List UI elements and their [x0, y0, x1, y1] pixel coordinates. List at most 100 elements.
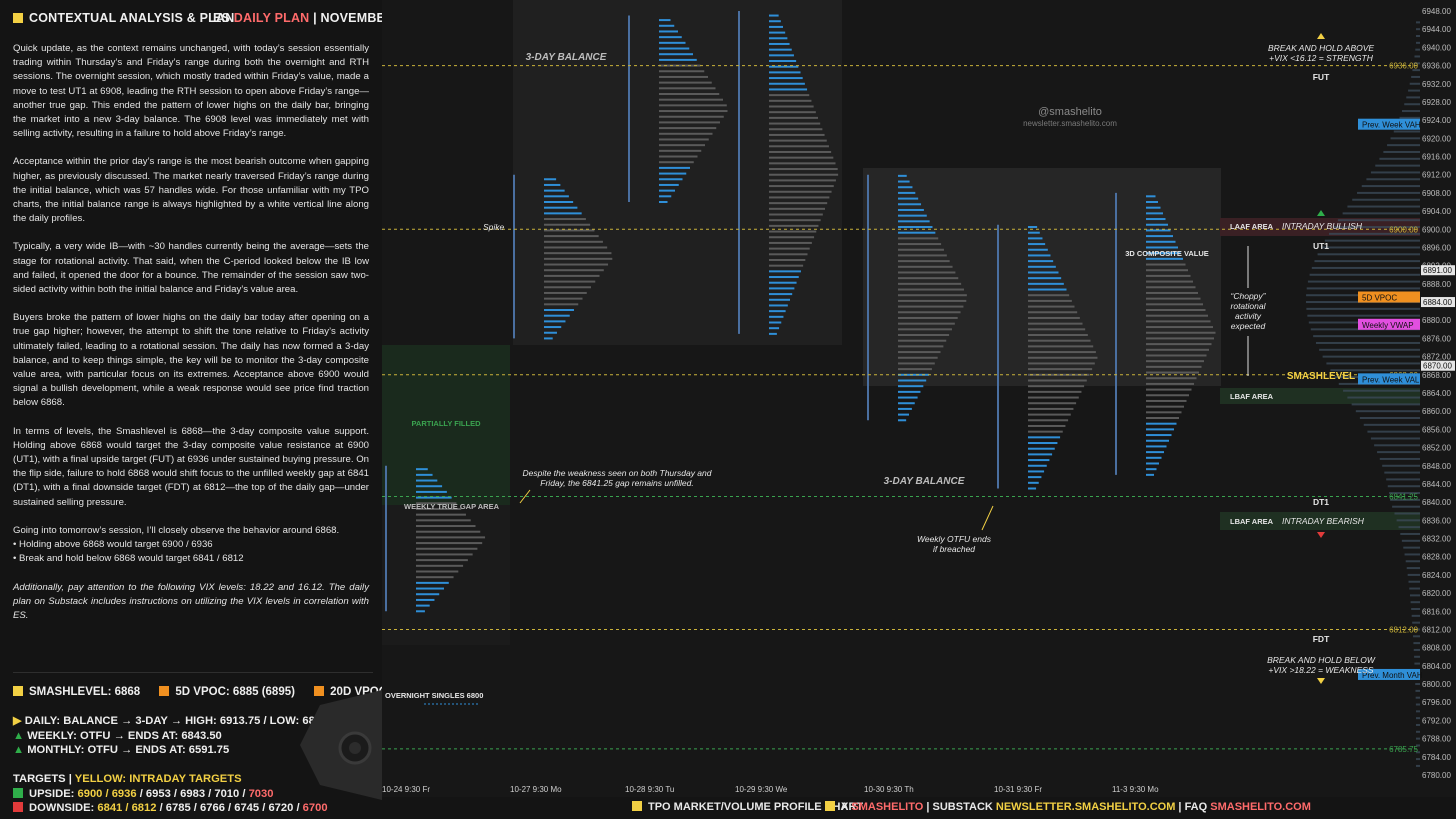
tpo-profile-bar: [659, 98, 723, 101]
volume-bar: [1355, 410, 1420, 413]
price-tick-label: 6924.00: [1422, 116, 1451, 125]
tpo-profile-bar: [1146, 399, 1187, 402]
volume-bar: [1317, 253, 1420, 256]
volume-bar: [1392, 505, 1420, 508]
x-tick-label: 10-24 9:30 Fr: [382, 785, 430, 794]
tpo-profile-bar: [659, 30, 678, 33]
tpo-profile-bar: [1028, 294, 1070, 297]
tpo-profile-bar: [659, 138, 709, 141]
volume-bar: [1415, 703, 1420, 706]
price-tag-bg: [1358, 668, 1420, 680]
tpo-profile-bar: [769, 128, 823, 131]
smashlevel-label: SMASHLEVEL: [1287, 371, 1355, 382]
tpo-profile-bar: [544, 195, 569, 198]
tpo-profile-bar: [544, 320, 566, 323]
gap-note-arrow: [519, 489, 531, 504]
spike-label: Spike: [483, 222, 505, 232]
volume-bar: [1411, 75, 1420, 78]
upside-square-icon: [13, 787, 23, 798]
tpo-profile-bar: [416, 513, 466, 516]
tpo-profile-bar: [1146, 240, 1176, 243]
volume-bar: [1399, 116, 1420, 119]
tpo-profile-bar: [659, 161, 694, 164]
tpo-profile-bar: [544, 291, 587, 294]
tpo-profile-bar: [769, 168, 838, 171]
volume-bar: [1375, 164, 1420, 167]
substack-link[interactable]: NEWSLETTER.SMASHELITO.COM: [995, 801, 1176, 813]
tpo-profile-bar: [1146, 286, 1196, 289]
tpo-profile-bar: [898, 407, 912, 410]
level-value-label: 6936.00: [1389, 62, 1418, 71]
volume-bar: [1416, 758, 1420, 761]
tpo-profile-bar: [769, 145, 829, 148]
price-tick-label: 6944.00: [1422, 25, 1451, 34]
tpo-profile-bar: [544, 269, 604, 272]
tpo-profile-bar: [898, 248, 944, 251]
x-handle-link[interactable]: SMASHELITO: [851, 801, 924, 813]
tpo-profile-bar: [898, 299, 967, 302]
tpo-profile-bar: [544, 257, 613, 260]
tpo-profile-bar: [1146, 280, 1193, 283]
tpo-profile-bar: [1028, 277, 1062, 280]
vpoc5d-square-icon: [159, 686, 170, 696]
tpo-profile-bar: [659, 172, 687, 175]
volume-bar: [1333, 226, 1420, 229]
tpo-profile-bar: [769, 310, 786, 313]
tpo-profile-bar: [1028, 430, 1063, 433]
tpo-profile-bar: [769, 327, 780, 330]
footer-sep: |: [926, 801, 930, 813]
composite-label: 3D COMPOSITE VALUE: [1125, 249, 1209, 258]
tpo-profile-bar: [898, 362, 935, 365]
price-tick-label: 6828.00: [1422, 553, 1451, 562]
gap-note-line: Friday, the 6841.25 gap remains unfilled…: [540, 478, 693, 488]
tpo-profile-bar: [1146, 365, 1202, 368]
x-tick-label: 10-30 9:30 Th: [864, 785, 914, 794]
tpo-profile-bar: [1146, 462, 1159, 465]
tpo-profile-bar: [1146, 326, 1213, 329]
tpo-profile-bar: [769, 94, 810, 97]
volume-bar: [1405, 560, 1420, 563]
tpo-profile-bar: [659, 189, 675, 192]
tpo-profile-bar: [769, 71, 801, 74]
tpo-profile-bar: [1146, 201, 1158, 203]
volume-bar: [1322, 355, 1420, 358]
tpo-profile-bar: [1028, 243, 1046, 246]
price-marker: 6870.00: [1423, 362, 1452, 371]
market-structure: ▶ DAILY: BALANCE → 3-DAY → HIGH: 6913.75…: [13, 714, 343, 758]
tpo-profile-bar: [544, 223, 591, 226]
ut1-label: UT1: [1313, 241, 1329, 251]
tpo-profile-bar: [769, 213, 823, 216]
tpo-profile-bar: [1028, 447, 1055, 450]
tpo-profile-bar: [1146, 428, 1174, 431]
tpo-profile-bar: [769, 42, 790, 45]
upside-label: UPSIDE:: [29, 787, 75, 800]
tpo-profile-bar: [769, 179, 836, 182]
volume-bar: [1401, 539, 1420, 542]
tpo-profile-bar: [898, 243, 942, 246]
upside-intraday: 6900 / 6936: [77, 787, 137, 800]
tpo-profile-bar: [898, 334, 950, 337]
tpo-profile-bar: [898, 311, 961, 314]
faq-link[interactable]: SMASHELITO.COM: [1210, 801, 1311, 813]
tpo-profile-bar: [544, 206, 578, 209]
tpo-profile-bar: [659, 127, 717, 130]
price-marker-bg: [1421, 297, 1455, 308]
tpo-profile-bar: [1028, 265, 1056, 268]
price-tick-label: 6804.00: [1422, 662, 1451, 671]
tpo-profile-bar: [1146, 411, 1182, 414]
gap-note-line: Despite the weakness seen on both Thursd…: [522, 468, 711, 478]
downside-label: DOWNSIDE:: [29, 802, 95, 814]
volume-bar: [1311, 266, 1420, 269]
price-tick-label: 6868.00: [1422, 371, 1451, 380]
tpo-profile-bar: [1146, 303, 1203, 306]
tpo-profile-bar: [416, 593, 440, 596]
price-tick-label: 6808.00: [1422, 644, 1451, 653]
price-tick-label: 6840.00: [1422, 498, 1451, 507]
vix-note: Additionally, pay attention to the follo…: [13, 581, 369, 621]
volume-bar: [1374, 444, 1420, 447]
tpo-profile-bar: [1028, 470, 1045, 473]
tpo-profile-bar: [769, 14, 779, 17]
volume-bar: [1413, 642, 1420, 645]
tpo-profile-bar: [416, 598, 435, 601]
choppy-label: rotational: [1231, 301, 1267, 311]
